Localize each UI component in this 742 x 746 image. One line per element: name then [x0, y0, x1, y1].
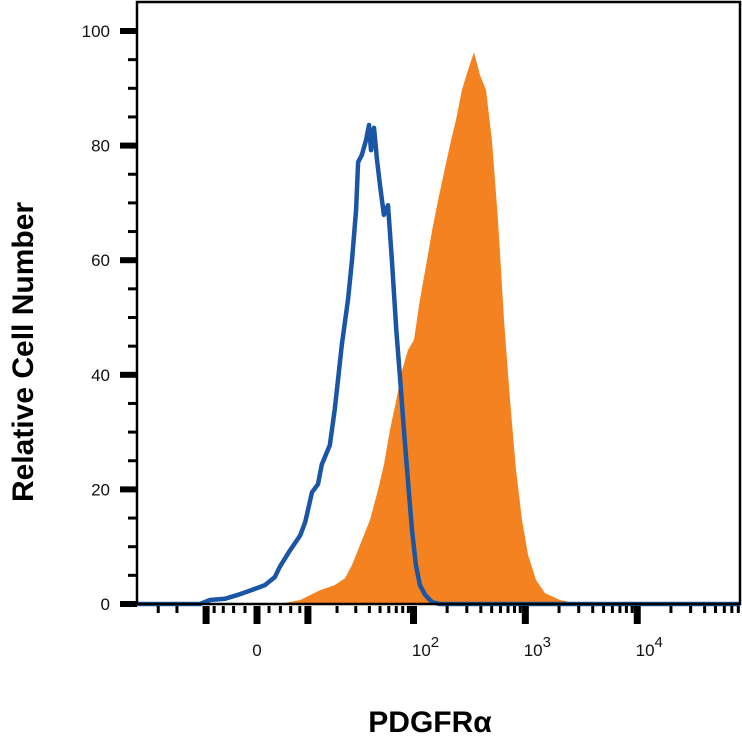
x-minor-tick	[630, 606, 634, 613]
x-tick-exponent: 2	[431, 634, 439, 651]
x-major-tick	[253, 606, 261, 624]
x-minor-tick	[610, 606, 614, 613]
x-tick-label: 0	[252, 641, 261, 660]
x-minor-tick	[602, 606, 606, 613]
x-minor-tick	[401, 606, 405, 613]
x-minor-tick	[394, 606, 398, 613]
y-major-tick	[120, 28, 137, 34]
x-tick-label: 104	[636, 634, 663, 660]
x-axis-title: PDGFRα	[368, 706, 492, 739]
y-minor-tick	[128, 230, 137, 234]
x-minor-tick	[243, 606, 247, 613]
y-tick-label: 0	[101, 595, 110, 614]
x-tick-base: 0	[252, 641, 261, 660]
x-minor-tick	[212, 606, 216, 613]
outline-histogram-series	[137, 122, 740, 607]
y-minor-tick	[128, 573, 137, 577]
x-minor-tick	[577, 606, 581, 613]
x-minor-tick	[289, 606, 293, 613]
y-minor-tick	[128, 201, 137, 205]
x-minor-tick	[445, 606, 449, 613]
x-minor-tick	[156, 606, 160, 613]
y-minor-tick	[128, 58, 137, 62]
x-axis: 0 102 103 104	[156, 606, 740, 660]
x-tick-base: 10	[412, 641, 431, 660]
plot-frame	[135, 0, 742, 606]
y-axis-title: Relative Cell Number	[7, 202, 40, 502]
x-minor-tick	[669, 606, 673, 613]
y-minor-tick	[128, 287, 137, 291]
filled-histogram-series	[137, 52, 740, 604]
x-minor-tick	[479, 606, 483, 613]
y-major-tick	[120, 601, 137, 607]
y-minor-tick	[128, 316, 137, 319]
y-minor-tick	[128, 86, 137, 90]
y-tick-label: 100	[82, 22, 110, 41]
x-minor-tick	[387, 606, 391, 613]
x-minor-tick	[624, 606, 628, 613]
x-minor-tick	[713, 606, 717, 613]
x-minor-tick	[499, 606, 503, 613]
y-minor-tick	[128, 344, 137, 348]
y-major-tick	[120, 486, 137, 493]
x-major-tick	[521, 606, 529, 624]
x-minor-tick	[335, 606, 339, 613]
x-minor-tick	[175, 606, 179, 613]
x-major-tick	[304, 606, 312, 624]
x-minor-tick	[278, 606, 282, 613]
x-minor-tick	[490, 606, 494, 613]
x-major-tick	[410, 606, 418, 624]
x-minor-tick	[465, 606, 469, 613]
y-major-tick	[120, 142, 137, 149]
x-tick-exponent: 4	[655, 634, 663, 651]
x-minor-tick	[557, 606, 561, 613]
y-minor-tick	[128, 172, 137, 176]
y-tick-label: 60	[91, 251, 110, 270]
y-axis: 0 20 40 60 80 100	[82, 22, 137, 614]
y-minor-tick	[128, 115, 137, 119]
y-major-tick	[120, 371, 137, 378]
x-minor-tick	[354, 606, 358, 613]
y-tick-label: 20	[91, 480, 110, 499]
x-minor-tick	[406, 606, 410, 613]
x-minor-tick	[232, 606, 236, 613]
x-minor-tick	[267, 606, 271, 613]
x-minor-tick	[367, 606, 371, 613]
x-minor-tick	[703, 606, 707, 613]
x-minor-tick	[730, 606, 734, 613]
y-tick-label: 40	[91, 366, 110, 385]
y-minor-tick	[128, 516, 137, 520]
x-tick-base: 10	[636, 641, 655, 660]
y-minor-tick	[128, 545, 137, 549]
x-minor-tick	[689, 606, 693, 613]
series-layer	[137, 52, 740, 607]
x-minor-tick	[722, 606, 726, 613]
y-minor-tick	[128, 459, 137, 463]
x-minor-tick	[298, 606, 302, 613]
x-major-tick	[633, 606, 641, 624]
x-minor-tick	[736, 606, 740, 613]
x-tick-label: 102	[412, 634, 439, 660]
x-tick-exponent: 3	[543, 634, 551, 651]
x-minor-tick	[518, 606, 522, 613]
y-major-tick	[120, 257, 137, 264]
x-minor-tick	[512, 606, 516, 613]
y-minor-tick	[128, 401, 137, 405]
y-minor-tick	[128, 430, 137, 434]
x-tick-label: 103	[524, 634, 551, 660]
x-minor-tick	[221, 606, 225, 613]
x-minor-tick	[506, 606, 510, 613]
x-minor-tick	[378, 606, 382, 613]
x-tick-base: 10	[524, 641, 543, 660]
x-minor-tick	[591, 606, 595, 613]
x-major-tick	[202, 606, 210, 624]
y-tick-label: 80	[91, 137, 110, 156]
x-minor-tick	[618, 606, 622, 613]
